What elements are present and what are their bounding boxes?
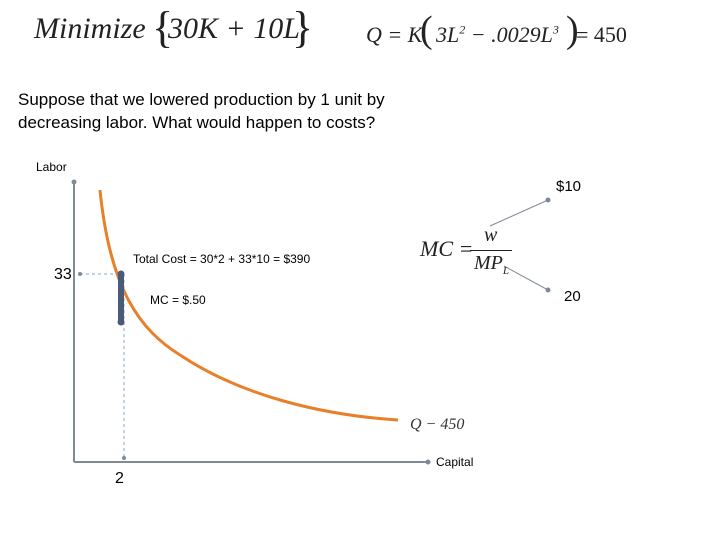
mp-pointer-dot	[545, 287, 551, 293]
intro-question: Suppose that we lowered production by 1 …	[18, 88, 458, 134]
objective-prefix: Minimize	[34, 12, 146, 45]
isoquant-curve	[98, 189, 399, 422]
x-axis-label: Capital	[436, 455, 474, 469]
x-marker-tick	[122, 456, 126, 460]
intro-line-2: decreasing labor. What would happen to c…	[18, 113, 376, 132]
mp-pointer-line	[503, 265, 549, 291]
intro-line-1: Suppose that we lowered production by 1 …	[18, 90, 385, 109]
constraint-lhs: Q = K	[366, 22, 423, 47]
wage-pointer-dot	[545, 197, 551, 203]
x-axis-end-dot	[425, 459, 431, 465]
mc-formula-denominator: MPL	[474, 252, 510, 277]
y-axis-label: Labor	[36, 160, 67, 174]
constraint-term1: 3L2 − .0029L3	[436, 22, 559, 47]
mc-formula-lhs: MC =	[420, 236, 474, 261]
formula-bar: Minimize { 30K + 10L } Q = K ( 3L2 − .00…	[0, 0, 720, 66]
y-marker-label: 33	[54, 266, 72, 283]
constraint-close-paren: )	[566, 9, 579, 51]
y-marker-tick	[78, 272, 82, 276]
isoquant-label: Q − 450	[410, 416, 465, 433]
y-axis-end-dot	[71, 179, 77, 185]
objective-open-brace: {	[152, 3, 174, 52]
bar-bottom-dot	[117, 318, 125, 326]
x-marker-label: 2	[115, 470, 124, 487]
objective-expression: 30K + 10L	[168, 12, 300, 45]
marginal-cost-text: MC = $.50	[150, 293, 206, 307]
objective-close-brace: }	[292, 3, 314, 52]
wage-pointer-line	[489, 199, 549, 227]
mp-label: 20	[564, 288, 581, 305]
bar-top-dot	[117, 270, 125, 278]
constraint-rhs: = 450	[576, 22, 627, 47]
wage-label: $10	[556, 178, 582, 195]
total-cost-text: Total Cost = 30*2 + 33*10 = $390	[133, 252, 311, 266]
mc-formula-fraction-bar	[470, 250, 512, 251]
constraint-open-paren: (	[420, 9, 433, 51]
mc-formula-numerator: w	[484, 224, 498, 246]
